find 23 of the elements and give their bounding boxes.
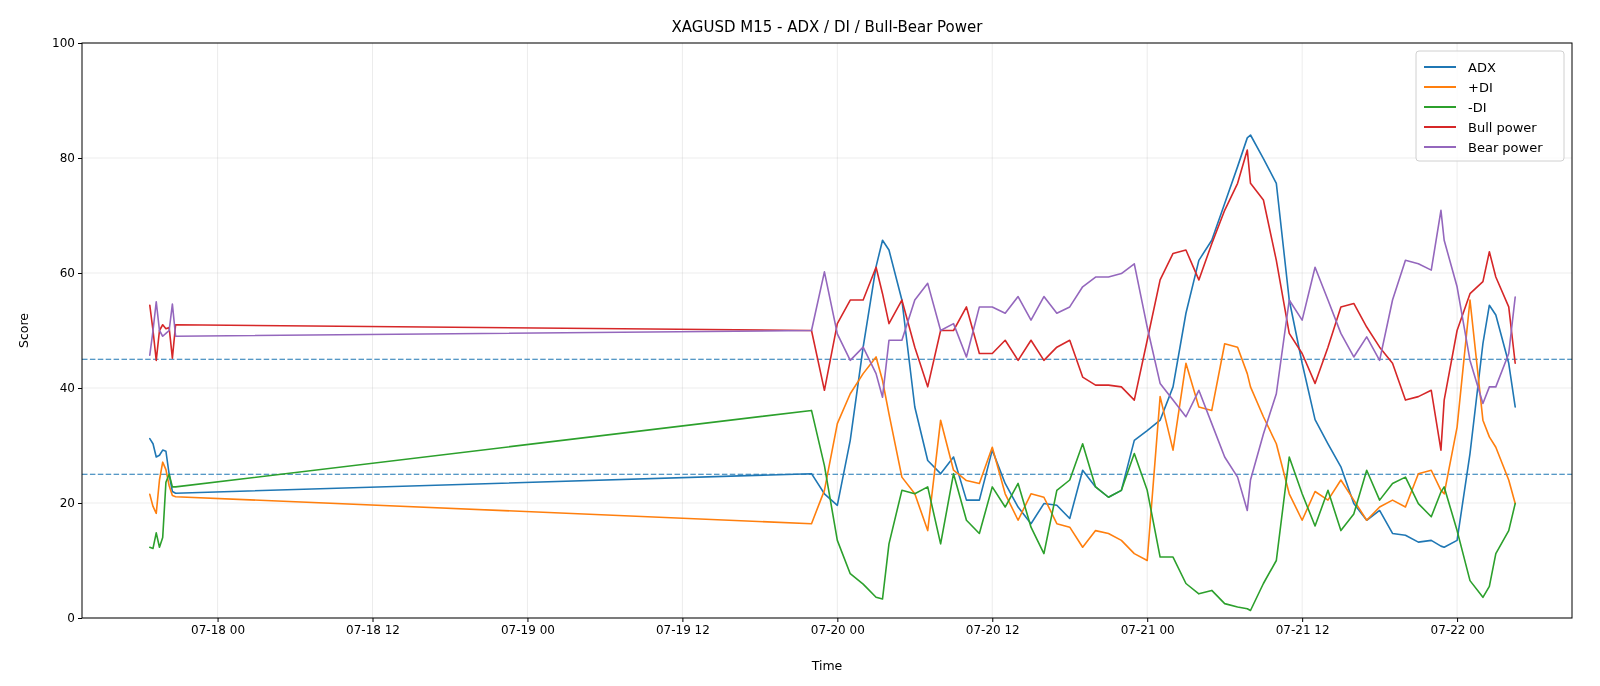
y-tick-label: 80 (59, 151, 75, 166)
x-tick-label: 07-20 12 (965, 622, 1020, 637)
legend-label: +DI (1468, 79, 1493, 95)
chart-title: XAGUSD M15 - ADX / DI / Bull-Bear Power (671, 18, 984, 36)
x-tick-label: 07-22 00 (1430, 622, 1485, 637)
y-tick-label: 60 (59, 266, 75, 281)
y-tick-label: 40 (59, 381, 75, 396)
y-tick-label: 0 (67, 611, 75, 626)
x-tick-label: 07-18 00 (191, 622, 246, 637)
legend-label: Bull power (1468, 119, 1538, 135)
x-tick-label: 07-20 00 (810, 622, 865, 637)
x-tick-label: 07-18 12 (346, 622, 400, 637)
x-axis-title: Time (810, 658, 843, 673)
legend-label: ADX (1468, 59, 1496, 75)
legend-label: -DI (1468, 99, 1487, 115)
x-tick-label: 07-19 00 (500, 622, 555, 637)
x-tick-label: 07-21 00 (1120, 622, 1175, 637)
x-tick-label: 07-19 12 (655, 622, 710, 637)
y-axis-title: Score (16, 312, 31, 349)
y-tick-label: 20 (59, 496, 75, 511)
legend-label: Bear power (1468, 139, 1544, 155)
x-tick-label: 07-21 12 (1275, 622, 1330, 637)
y-tick-label: 100 (52, 36, 75, 51)
